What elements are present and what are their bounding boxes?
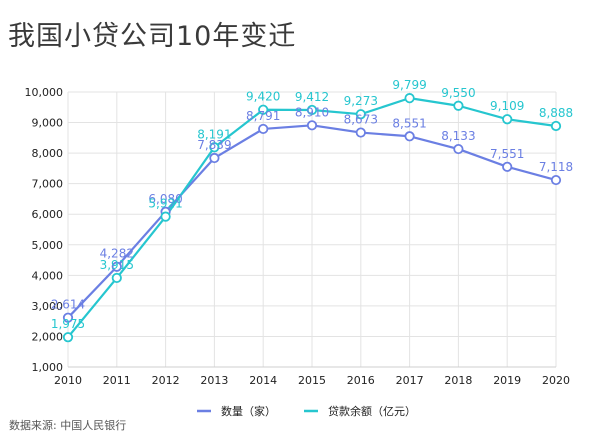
- data-point-2: [502, 114, 513, 125]
- y-tick-label: 3,000: [32, 300, 64, 313]
- data-label-1: 6,080: [148, 192, 182, 206]
- data-labels: 2,614 4,282 6,080 7,839 8,791 8,910 8,673 8,551…: [51, 78, 573, 331]
- data-label-2: 8,191: [197, 127, 231, 141]
- y-tick-label: 7,000: [32, 178, 64, 191]
- data-label-1: 7,839: [197, 138, 231, 152]
- x-tick-label: 2018: [444, 374, 472, 387]
- x-tick-label: 2016: [347, 374, 375, 387]
- data-point-2: [111, 272, 122, 284]
- y-tick-label: 10,000: [25, 86, 64, 99]
- data-point-1: [355, 127, 366, 138]
- y-tick-label: 6,000: [32, 208, 64, 221]
- x-tick-label: 2014: [249, 374, 277, 387]
- y-tick-label: 9,000: [32, 117, 64, 130]
- data-label-1: 4,282: [100, 247, 134, 261]
- data-point-2: [550, 120, 562, 132]
- x-tick-label: 2015: [298, 374, 326, 387]
- y-tick-label: 2,000: [32, 330, 64, 343]
- legend: 数量（家） 贷款余额（亿元）: [197, 404, 416, 418]
- data-point-2: [306, 104, 318, 116]
- data-point-2: [355, 109, 366, 120]
- data-point-1: [550, 174, 562, 186]
- data-label-2: 8,888: [539, 106, 573, 120]
- data-label-1: 8,791: [246, 109, 280, 123]
- x-tick-label: 2010: [54, 374, 82, 387]
- x-tick-label: 2012: [152, 374, 180, 387]
- data-label-1: 2,614: [51, 298, 85, 312]
- data-label-2: 1,975: [51, 317, 85, 331]
- x-tick-label: 2020: [542, 374, 570, 387]
- source-note: 数据来源: 中国人民银行: [9, 419, 127, 432]
- data-point-1: [306, 120, 318, 131]
- data-label-1: 8,551: [392, 116, 426, 130]
- data-point-2: [453, 100, 464, 111]
- y-tick-label: 1,000: [32, 361, 64, 374]
- data-point-1: [209, 152, 220, 164]
- x-tick-label: 2019: [493, 374, 521, 387]
- axes: 1,000 2,000 3,000 4,000 5,000 6,000 7,000 8,000…: [25, 86, 571, 387]
- legend-label-2: 贷款余额（亿元）: [328, 404, 416, 418]
- data-label-1: 7,118: [539, 160, 573, 174]
- data-label-1: 8,133: [441, 129, 475, 143]
- data-label-1: 7,551: [490, 147, 524, 161]
- data-point-2: [209, 142, 220, 153]
- data-point-1: [62, 312, 74, 323]
- data-point-1: [453, 143, 464, 155]
- data-label-2: 9,420: [246, 90, 280, 104]
- data-point-1: [502, 161, 513, 172]
- data-point-1: [404, 131, 415, 142]
- data-label-2: 9,550: [441, 86, 475, 100]
- y-tick-label: 4,000: [32, 269, 64, 282]
- data-label-2: 9,273: [344, 94, 378, 108]
- data-label-2: 3,915: [100, 258, 134, 272]
- chart-title: 我国小贷公司10年变迁: [8, 21, 297, 52]
- x-tick-label: 2011: [103, 374, 131, 387]
- data-label-2: 9,109: [490, 99, 524, 113]
- data-label-2: 5,921: [148, 197, 182, 211]
- grid-lines: [67, 91, 557, 368]
- data-point-1: [258, 123, 269, 135]
- x-tick-label: 2017: [396, 374, 424, 387]
- data-label-2: 9,799: [392, 78, 426, 92]
- data-point-2: [404, 93, 415, 104]
- y-tick-label: 5,000: [32, 239, 64, 252]
- data-point-2: [160, 211, 171, 222]
- y-tick-label: 8,000: [32, 147, 64, 160]
- x-tick-label: 2013: [200, 374, 228, 387]
- legend-label-1: 数量（家）: [221, 404, 276, 418]
- data-point-2: [62, 332, 74, 343]
- data-label-2: 9,412: [295, 90, 329, 104]
- data-point-1: [111, 261, 122, 272]
- data-label-1: 8,673: [344, 113, 378, 127]
- series-points: [62, 93, 562, 343]
- data-label-1: 8,910: [295, 105, 329, 119]
- data-point-2: [258, 104, 269, 115]
